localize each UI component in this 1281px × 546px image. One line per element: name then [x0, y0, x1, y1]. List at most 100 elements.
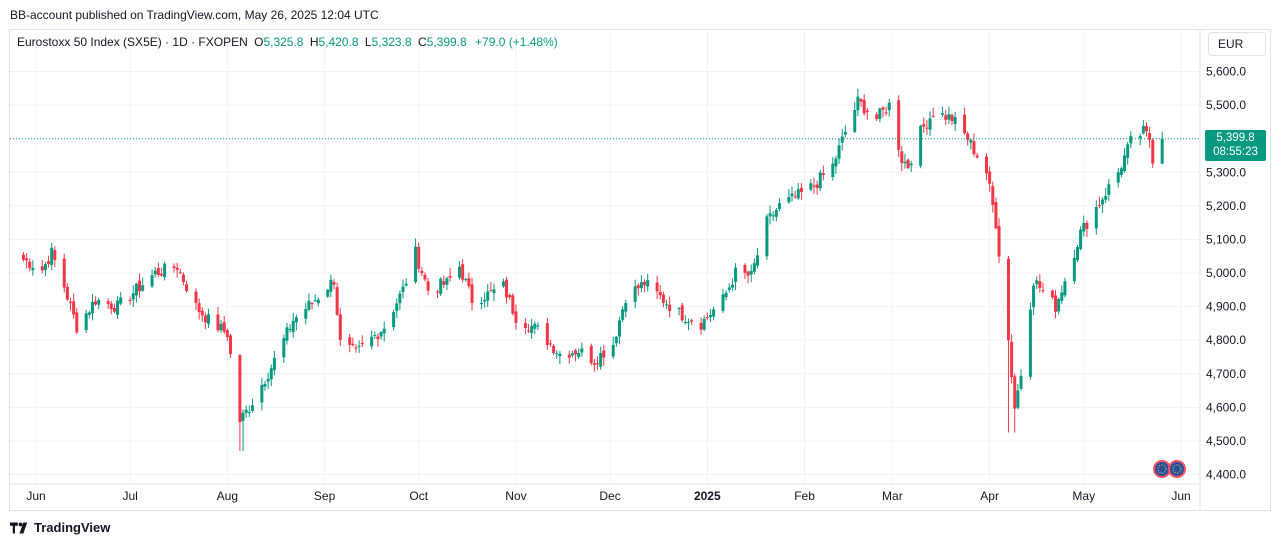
candle-up[interactable]	[163, 263, 167, 278]
candle-up[interactable]	[840, 136, 844, 143]
candle-up[interactable]	[272, 357, 276, 371]
candle-up[interactable]	[843, 131, 847, 135]
candle-down[interactable]	[65, 286, 69, 300]
candle-up[interactable]	[1028, 309, 1032, 377]
candle-up[interactable]	[1104, 196, 1108, 200]
candle-down[interactable]	[348, 337, 352, 345]
candle-up[interactable]	[536, 325, 540, 327]
candle-down[interactable]	[690, 320, 694, 322]
candle-down[interactable]	[197, 303, 201, 312]
currency-selector[interactable]: EUR	[1208, 32, 1266, 56]
candle-up[interactable]	[439, 278, 443, 294]
candle-down[interactable]	[185, 284, 189, 292]
candle-down[interactable]	[203, 315, 207, 323]
candle-up[interactable]	[250, 405, 254, 412]
candle-up[interactable]	[285, 327, 289, 341]
candle-up[interactable]	[721, 294, 725, 311]
candle-up[interactable]	[150, 275, 154, 287]
candle-up[interactable]	[1123, 155, 1127, 172]
candle-down[interactable]	[925, 127, 929, 129]
candle-up[interactable]	[244, 409, 248, 413]
candle-up[interactable]	[1129, 136, 1133, 144]
candle-down[interactable]	[159, 273, 163, 276]
candle-up[interactable]	[768, 213, 772, 217]
candle-down[interactable]	[461, 264, 465, 280]
candle-up[interactable]	[818, 172, 822, 189]
candle-up[interactable]	[260, 384, 264, 403]
candle-up[interactable]	[445, 278, 449, 285]
candle-up[interactable]	[31, 268, 35, 271]
candle-down[interactable]	[567, 354, 571, 358]
candle-up[interactable]	[141, 285, 145, 291]
candle-down[interactable]	[417, 246, 421, 269]
candle-down[interactable]	[793, 196, 797, 198]
candle-up[interactable]	[752, 263, 756, 272]
candle-up[interactable]	[307, 300, 311, 310]
candle-down[interactable]	[442, 281, 446, 285]
candle-up[interactable]	[928, 118, 932, 130]
candle-up[interactable]	[777, 203, 781, 210]
candle-up[interactable]	[43, 263, 47, 270]
candle-up[interactable]	[727, 287, 731, 290]
candle-up[interactable]	[887, 102, 891, 111]
candle-up[interactable]	[1060, 292, 1064, 301]
candle-up[interactable]	[479, 302, 483, 304]
candle-down[interactable]	[944, 115, 948, 120]
candle-down[interactable]	[351, 343, 355, 346]
candle-down[interactable]	[426, 281, 430, 291]
candle-up[interactable]	[558, 353, 562, 357]
candle-up[interactable]	[856, 96, 860, 111]
candle-up[interactable]	[291, 320, 295, 333]
candle-up[interactable]	[457, 266, 461, 278]
candle-down[interactable]	[994, 202, 998, 229]
candle-up[interactable]	[492, 289, 496, 293]
candle-up[interactable]	[464, 279, 468, 281]
candle-up[interactable]	[219, 323, 223, 331]
candle-up[interactable]	[1035, 280, 1039, 285]
candle-down[interactable]	[75, 312, 79, 333]
candle-down[interactable]	[574, 350, 578, 355]
candle-down[interactable]	[636, 285, 640, 289]
candle-down[interactable]	[705, 317, 709, 319]
candle-up[interactable]	[611, 344, 615, 357]
candle-down[interactable]	[548, 343, 552, 345]
candle-down[interactable]	[178, 272, 182, 274]
candle-down[interactable]	[821, 173, 825, 175]
candle-up[interactable]	[686, 321, 690, 323]
candle-down[interactable]	[69, 301, 73, 303]
candle-up[interactable]	[370, 336, 374, 347]
candle-down[interactable]	[658, 291, 662, 296]
candle-up[interactable]	[1107, 184, 1111, 195]
candle-down[interactable]	[975, 155, 979, 158]
candle-down[interactable]	[360, 342, 364, 345]
candle-down[interactable]	[338, 314, 342, 340]
candle-up[interactable]	[771, 215, 775, 217]
candle-up[interactable]	[1116, 172, 1120, 183]
candle-down[interactable]	[997, 226, 1001, 257]
candle-up[interactable]	[599, 353, 603, 367]
candle-down[interactable]	[53, 250, 57, 261]
candle-down[interactable]	[972, 141, 976, 155]
candle-down[interactable]	[527, 330, 531, 332]
candle-up[interactable]	[853, 110, 857, 132]
candle-up[interactable]	[379, 332, 383, 337]
candle-down[interactable]	[62, 258, 66, 288]
candle-up[interactable]	[624, 303, 628, 312]
candle-up[interactable]	[947, 114, 951, 120]
candle-up[interactable]	[483, 300, 487, 302]
candle-up[interactable]	[263, 384, 267, 387]
candle-down[interactable]	[436, 291, 440, 293]
candle-down[interactable]	[1151, 139, 1155, 164]
candle-up[interactable]	[831, 163, 835, 178]
candle-down[interactable]	[47, 261, 51, 265]
candle-down[interactable]	[128, 299, 132, 301]
candle-up[interactable]	[774, 210, 778, 217]
candle-up[interactable]	[665, 304, 669, 306]
candle-down[interactable]	[862, 99, 866, 114]
candle-up[interactable]	[401, 286, 405, 292]
candle-up[interactable]	[392, 312, 396, 328]
candle-down[interactable]	[743, 265, 747, 273]
candle-up[interactable]	[734, 267, 738, 282]
candle-up[interactable]	[1032, 285, 1036, 308]
candle-down[interactable]	[985, 156, 989, 174]
